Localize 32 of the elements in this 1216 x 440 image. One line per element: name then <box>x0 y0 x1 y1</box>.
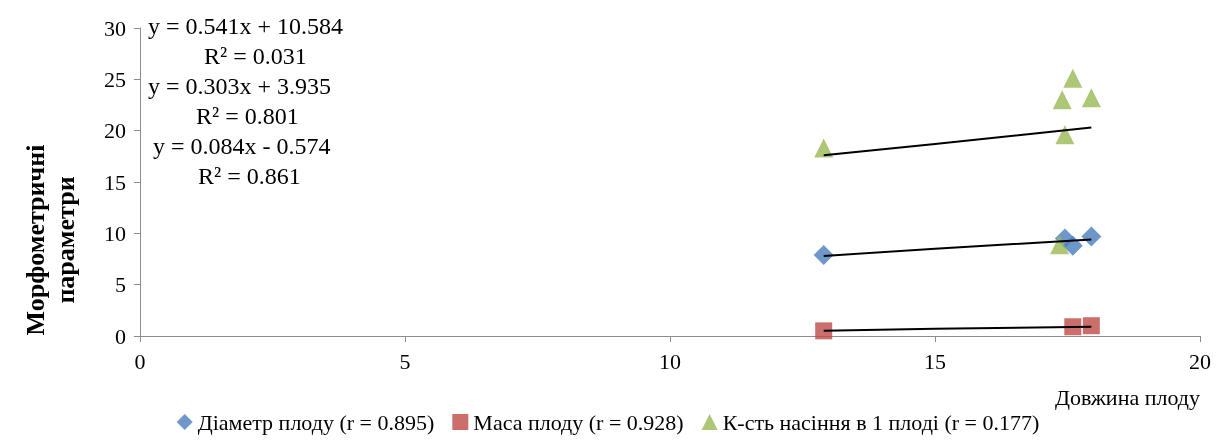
annotation: y = 0.303x + 3.935 <box>148 73 332 99</box>
point <box>1050 235 1070 255</box>
y-tick-label: 25 <box>104 66 126 92</box>
annotation: y = 0.541x + 10.584 <box>148 13 344 39</box>
x-tick-label: 15 <box>924 348 946 374</box>
point <box>1082 317 1100 335</box>
annotation: R² = 0.861 <box>198 163 301 189</box>
x-tick-label: 20 <box>1189 348 1211 374</box>
point <box>814 138 834 158</box>
point <box>1063 68 1083 88</box>
y-tick-label: 15 <box>104 169 126 195</box>
y-tick-label: 0 <box>115 323 126 349</box>
point <box>1081 226 1102 247</box>
y-tick-label: 20 <box>104 118 126 144</box>
x-axis-title: Довжина плоду <box>1054 384 1200 410</box>
y-tick-label: 10 <box>104 220 126 246</box>
annotation: y = 0.084x - 0.574 <box>153 133 331 159</box>
annotation: R² = 0.801 <box>196 103 299 129</box>
point <box>813 244 834 265</box>
y-axis-title: Морфометричні параметри <box>20 144 80 336</box>
y-tick-label: 30 <box>104 15 126 41</box>
x-tick-label: 0 <box>134 348 146 374</box>
x-tick-label: 5 <box>399 348 411 374</box>
x-tick-label: 10 <box>659 348 681 374</box>
point <box>815 322 833 340</box>
legend-label: Маса плоду (r = 0.928) <box>473 409 684 435</box>
legend-label: К-сть насіння в 1 плоді (r = 0.177) <box>722 409 1040 435</box>
point <box>1081 88 1101 108</box>
point <box>1052 90 1072 110</box>
y-tick-label: 5 <box>115 272 126 298</box>
annotation: R² = 0.031 <box>204 43 307 69</box>
legend-label: Діаметр плоду (r = 0.895) <box>197 409 435 435</box>
